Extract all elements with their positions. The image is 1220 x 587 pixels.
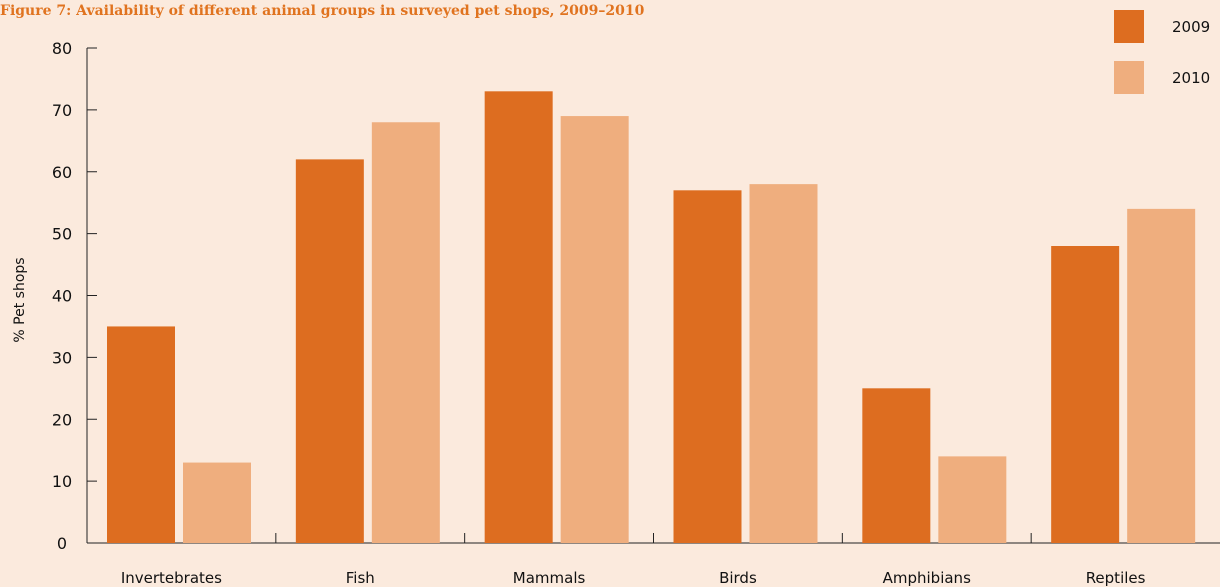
x-category-label: Birds	[719, 569, 757, 587]
bars	[107, 91, 1196, 543]
y-tick-label: 60	[52, 163, 72, 182]
bar-amphibians-2009	[862, 388, 931, 543]
x-category-label: Mammals	[513, 569, 586, 587]
bar-reptiles-2009	[1051, 246, 1120, 543]
chart-title: Figure 7: Availability of different anim…	[0, 3, 645, 19]
x-category-label: Fish	[346, 569, 375, 587]
x-category-label: Amphibians	[883, 569, 971, 587]
y-tick-label: 80	[52, 39, 72, 58]
bar-fish-2010	[371, 122, 440, 543]
bar-invertebrates-2010	[183, 462, 251, 543]
bar-amphibians-2010	[938, 456, 1007, 543]
x-category-label: Reptiles	[1086, 569, 1146, 587]
legend-swatch	[1114, 61, 1144, 94]
bar-mammals-2009	[484, 91, 553, 543]
y-tick-label: 30	[52, 348, 72, 367]
y-axis-label: % Pet shops	[12, 257, 28, 342]
y-tick-label: 50	[52, 225, 72, 244]
bar-fish-2009	[295, 159, 364, 543]
y-tick-label: 20	[52, 410, 72, 429]
legend-label: 2009	[1172, 18, 1210, 36]
axes: 0 10 20 30 40 50 60 70 80 Invertebrates Fish Mammal…	[52, 39, 1220, 587]
bar-invertebrates-2009	[107, 326, 175, 543]
bar-reptiles-2010	[1127, 208, 1196, 543]
legend: 2009 2010	[1114, 10, 1210, 94]
bar-birds-2010	[749, 184, 818, 543]
y-tick-label: 40	[52, 287, 72, 306]
y-tick-label: 0	[57, 534, 67, 553]
x-category-label: Invertebrates	[121, 569, 222, 587]
legend-label: 2010	[1172, 69, 1210, 87]
bar-mammals-2010	[560, 116, 629, 543]
bar-birds-2009	[673, 190, 742, 543]
legend-swatch	[1114, 10, 1144, 43]
y-tick-label: 10	[52, 472, 72, 491]
y-tick-label: 70	[52, 101, 72, 120]
